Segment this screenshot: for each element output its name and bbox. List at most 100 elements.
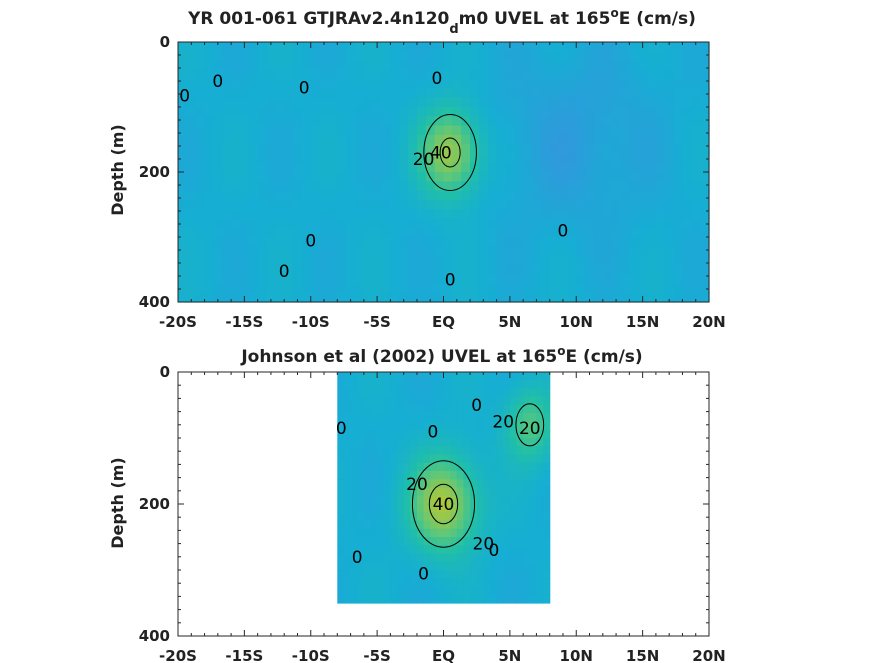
- heatmap-cell: [483, 479, 491, 489]
- heatmap-cell: [355, 153, 365, 164]
- heatmap-cell: [549, 292, 560, 303]
- heatmap-cell: [503, 537, 511, 546]
- heatmap-cell: [496, 429, 504, 439]
- heatmap-cell: [647, 227, 657, 238]
- heatmap-cell: [549, 237, 560, 247]
- heatmap-cell: [523, 246, 533, 257]
- heatmap-cell: [700, 97, 710, 108]
- heatmap-cell: [397, 471, 405, 480]
- heatmap-cell: [266, 88, 276, 99]
- heatmap-cell: [487, 237, 498, 247]
- heatmap-cell: [195, 144, 206, 155]
- heatmap-cell: [602, 181, 613, 192]
- heatmap-cell: [377, 421, 385, 431]
- heatmap-cell: [516, 446, 524, 456]
- heatmap-cell: [222, 209, 232, 220]
- heatmap-cell: [284, 181, 294, 192]
- heatmap-cell: [310, 51, 321, 62]
- heatmap-cell: [363, 553, 372, 563]
- heatmap-cell: [558, 218, 568, 229]
- heatmap-cell: [328, 60, 338, 71]
- heatmap-cell: [357, 504, 365, 513]
- heatmap-cell: [310, 144, 321, 155]
- heatmap-cell: [452, 42, 462, 52]
- heatmap-cell: [655, 134, 666, 145]
- heatmap-cell: [355, 218, 365, 229]
- heatmap-cell: [372, 199, 383, 210]
- heatmap-cell: [410, 372, 418, 381]
- heatmap-cell: [434, 69, 445, 80]
- heatmap-cell: [416, 190, 427, 201]
- heatmap-cell: [611, 209, 622, 220]
- heatmap-cell: [293, 116, 303, 127]
- heatmap-cell: [691, 255, 701, 266]
- heatmap-cell: [532, 107, 542, 117]
- heatmap-cell: [470, 504, 478, 513]
- heatmap-cell: [463, 528, 471, 538]
- heatmap-cell: [248, 218, 259, 229]
- heatmap-cell: [390, 487, 398, 497]
- heatmap-cell: [350, 528, 358, 538]
- heatmap-cell: [567, 134, 577, 145]
- heatmap-cell: [536, 471, 544, 480]
- heatmap-cell: [452, 153, 462, 164]
- heatmap-cell: [343, 462, 352, 472]
- heatmap-cell: [328, 264, 338, 275]
- heatmap-cell: [204, 97, 214, 108]
- heatmap-cell: [239, 246, 250, 257]
- heatmap-cell: [377, 528, 385, 538]
- heatmap-cell: [461, 255, 471, 266]
- heatmap-cell: [363, 462, 372, 472]
- heatmap-cell: [399, 88, 409, 99]
- heatmap-cell: [377, 578, 385, 588]
- heatmap-cell: [505, 199, 515, 210]
- heatmap-cell: [275, 144, 285, 155]
- heatmap-cell: [284, 88, 294, 99]
- heatmap-cell: [239, 116, 250, 127]
- heatmap-cell: [343, 586, 352, 596]
- heatmap-cell: [461, 116, 471, 127]
- heatmap-cell: [275, 153, 285, 164]
- heatmap-cell: [248, 181, 259, 192]
- heatmap-cell: [390, 479, 398, 489]
- heatmap-cell: [363, 413, 372, 423]
- heatmap-cell: [284, 237, 294, 247]
- heatmap-cell: [516, 578, 524, 588]
- heatmap-cell: [293, 209, 303, 220]
- heatmap-cell: [549, 107, 560, 117]
- heatmap-cell: [301, 264, 312, 275]
- heatmap-cell: [503, 495, 511, 505]
- panel-top-title: YR 001-061 GTJRAv2.4n120dm0 UVEL at 165o…: [187, 6, 696, 37]
- heatmap-cell: [337, 405, 345, 414]
- heatmap-cell: [370, 594, 378, 604]
- heatmap-cell: [489, 578, 498, 588]
- heatmap-cell: [456, 446, 465, 456]
- heatmap-cell: [195, 190, 206, 201]
- heatmap-cell: [346, 42, 356, 52]
- heatmap-cell: [222, 153, 232, 164]
- heatmap-cell: [532, 172, 542, 182]
- heatmap-cell: [516, 570, 524, 579]
- heatmap-cell: [673, 162, 684, 173]
- heatmap-cell: [403, 594, 411, 604]
- heatmap-cell: [443, 153, 453, 164]
- heatmap-cell: [293, 42, 303, 52]
- heatmap-cell: [370, 446, 378, 456]
- heatmap-cell: [350, 479, 358, 489]
- heatmap-cell: [434, 237, 445, 247]
- heatmap-cell: [397, 512, 405, 522]
- heatmap-cell: [496, 454, 504, 464]
- heatmap-cell: [532, 283, 542, 294]
- heatmap-cell: [543, 553, 551, 563]
- heatmap-cell: [231, 162, 241, 173]
- heatmap-cell: [576, 42, 586, 52]
- heatmap-cell: [476, 504, 484, 513]
- heatmap-cell: [416, 462, 425, 472]
- heatmap-cell: [363, 495, 372, 505]
- heatmap-cell: [178, 283, 188, 294]
- heatmap-cell: [532, 209, 542, 220]
- heatmap-cell: [443, 125, 453, 136]
- heatmap-cell: [638, 246, 648, 257]
- heatmap-cell: [266, 172, 276, 182]
